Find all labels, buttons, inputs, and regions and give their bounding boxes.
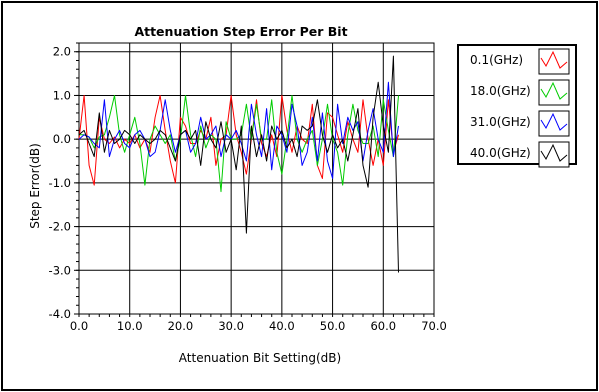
legend-swatch-line [540,143,568,162]
legend-label: 18.0(GHz) [470,84,531,98]
legend: 0.1(GHz) 18.0(GHz) 31.0(GHz) 40.0(GHz) [457,44,577,168]
legend-label: 40.0(GHz) [470,146,531,160]
grid-lines [74,43,434,315]
y-tick-label: 1.0 [53,88,71,102]
x-minor-ticks [78,314,435,317]
y-tick-label: -3.0 [49,263,71,277]
legend-label: 0.1(GHz) [470,53,523,67]
y-tick-label: -2.0 [49,220,71,234]
x-tick-label: 50.0 [320,319,346,333]
series-line [78,55,399,273]
legend-swatch-line [540,50,568,69]
legend-swatch-line [540,81,568,100]
x-axis-label: Attenuation Bit Setting(dB) [179,351,341,365]
y-minor-ticks [76,42,79,315]
plot-area [78,42,435,315]
legend-swatch-box [538,48,570,75]
x-tick-label: 60.0 [370,319,396,333]
x-tick-label: 0.0 [70,319,88,333]
chart-title: Attenuation Step Error Per Bit [134,24,347,39]
y-axis-label: Step Error(dB) [28,143,42,229]
x-tick-label: 20.0 [168,319,194,333]
series-line [78,95,399,186]
series-lines [78,55,399,273]
legend-swatch-line [540,112,568,131]
y-tick-labels: -4.0 -3.0 -2.0 -1.0 0.0 1.0 2.0 [49,45,71,321]
x-tick-labels: 0.0 10.0 20.0 30.0 40.0 50.0 60.0 70.0 [70,319,447,333]
y-tick-label: 0.0 [53,132,71,146]
x-tick-label: 70.0 [421,319,447,333]
x-tick-label: 40.0 [269,319,295,333]
y-tick-label: 2.0 [53,45,71,59]
y-tick-label: -1.0 [49,176,71,190]
legend-label: 31.0(GHz) [470,115,531,129]
x-tick-label: 30.0 [218,319,244,333]
series-line [78,81,399,179]
y-tick-label: -4.0 [49,307,71,321]
x-tick-label: 10.0 [117,319,143,333]
